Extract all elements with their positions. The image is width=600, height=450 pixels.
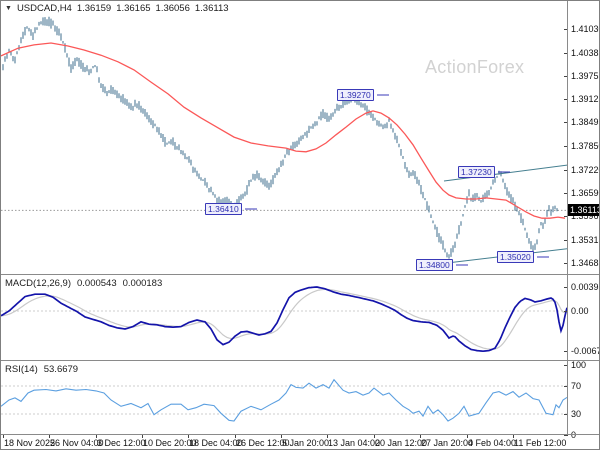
time-axis-tick xyxy=(327,434,328,438)
time-axis-label: 26 Dec 12:00 xyxy=(236,438,290,448)
time-axis-tick xyxy=(49,434,50,438)
price-callout[interactable]: 1.34800 xyxy=(416,259,453,271)
price-axis-tick xyxy=(564,76,568,77)
price-axis-tick xyxy=(564,216,568,217)
price-callout[interactable]: 1.36410 xyxy=(205,203,242,215)
price-callout[interactable]: 1.35020 xyxy=(497,251,534,263)
rsi-axis-label: 70 xyxy=(571,381,582,391)
time-axis-tick xyxy=(96,434,97,438)
macd-axis-label: -0.006737 xyxy=(571,346,599,356)
time-axis-tick xyxy=(3,434,4,438)
price-axis-label: 1.39755 xyxy=(571,71,599,81)
price-axis-label: 1.35960 xyxy=(571,211,599,221)
price-axis-label: 1.41030 xyxy=(571,24,599,34)
chart-title-bar: ▼ USDCAD,H4 1.36159 1.36165 1.36056 1.36… xyxy=(5,3,229,14)
price-axis-label: 1.37850 xyxy=(571,141,599,151)
symbol-period-label: USDCAD,H4 xyxy=(16,3,72,14)
time-axis-label: 18 Dec 04:00 xyxy=(189,438,243,448)
price-axis-tick xyxy=(564,263,568,264)
price-axis-tick xyxy=(564,122,568,123)
time-axis-tick xyxy=(513,434,514,438)
macd-axis-label: 0.00 xyxy=(571,306,589,316)
time-axis-tick xyxy=(188,434,189,438)
price-axis-tick xyxy=(564,170,568,171)
price-axis-label: 1.37220 xyxy=(571,165,599,175)
price-axis-label: 1.38495 xyxy=(571,117,599,127)
macd-axis-tick xyxy=(564,351,568,352)
panel-separator-rsi[interactable] xyxy=(1,360,599,361)
macd-axis-label: 0.003982 xyxy=(571,282,599,292)
time-axis-tick xyxy=(420,434,421,438)
time-axis-tick xyxy=(374,434,375,438)
price-axis-label: 1.40385 xyxy=(571,48,599,58)
current-price-box: 1.36113 xyxy=(568,204,600,216)
time-axis-label: 27 Jan 20:00 xyxy=(421,438,474,448)
time-axis-tick xyxy=(142,434,143,438)
time-axis-border xyxy=(1,434,599,435)
price-axis-tick xyxy=(564,53,568,54)
rsi-title: RSI(14) 53.6679 xyxy=(5,364,78,375)
ohlc-close: 1.36113 xyxy=(194,3,229,14)
time-axis-label: 4 Feb 04:00 xyxy=(468,438,517,448)
rsi-axis-tick xyxy=(564,365,568,366)
rsi-chart-canvas[interactable] xyxy=(1,361,567,434)
price-axis-label: 1.35315 xyxy=(571,235,599,245)
ohlc-high: 1.36165 xyxy=(116,3,151,14)
main-chart-canvas[interactable] xyxy=(1,1,567,274)
time-axis-label: 26 Nov 04:00 xyxy=(50,438,104,448)
macd-label: MACD(12,26,9) xyxy=(5,278,71,289)
macd-axis-tick xyxy=(564,287,568,288)
panel-separator-macd[interactable] xyxy=(1,274,599,275)
chevron-down-icon[interactable]: ▼ xyxy=(5,5,12,12)
price-axis-label: 1.36590 xyxy=(571,188,599,198)
macd-axis-tick xyxy=(564,311,568,312)
time-axis-tick xyxy=(235,434,236,438)
price-axis-tick xyxy=(564,146,568,147)
time-axis-label: 3 Dec 12:00 xyxy=(97,438,146,448)
time-axis-label: 13 Jan 04:00 xyxy=(328,438,381,448)
ohlc-open: 1.36159 xyxy=(76,3,112,14)
rsi-axis-label: 30 xyxy=(571,409,582,419)
watermark: ActionForex xyxy=(425,57,525,77)
time-axis-label: 20 Jan 12:00 xyxy=(375,438,428,448)
price-axis-tick xyxy=(564,193,568,194)
price-axis-label: 1.34685 xyxy=(571,258,599,268)
macd-chart-canvas[interactable] xyxy=(1,275,567,360)
time-axis-tick xyxy=(281,434,282,438)
rsi-value: 53.6679 xyxy=(43,364,79,375)
price-axis-label: 1.39125 xyxy=(571,94,599,104)
rsi-label: RSI(14) xyxy=(5,364,38,375)
price-axis-tick xyxy=(564,29,568,30)
time-axis-label: 11 Feb 12:00 xyxy=(514,438,567,448)
ohlc-low: 1.36056 xyxy=(155,3,190,14)
rsi-axis-tick xyxy=(564,435,568,436)
time-axis-tick xyxy=(467,434,468,438)
rsi-axis-tick xyxy=(564,386,568,387)
rsi-axis-label: 0 xyxy=(571,430,577,440)
macd-value-main: 0.000543 xyxy=(77,278,117,289)
rsi-axis-label: 100 xyxy=(571,360,587,370)
time-axis-label: 18 Nov 2025 xyxy=(4,438,56,448)
price-axis-tick xyxy=(564,99,568,100)
macd-value-signal: 0.000183 xyxy=(122,278,163,289)
macd-title: MACD(12,26,9) 0.000543 0.000183 xyxy=(5,278,162,289)
price-callout[interactable]: 1.37230 xyxy=(458,166,495,178)
price-axis-border xyxy=(567,1,568,434)
time-axis-label: 10 Dec 20:00 xyxy=(143,438,197,448)
rsi-axis-tick xyxy=(564,414,568,415)
price-callout[interactable]: 1.39270 xyxy=(337,89,374,101)
time-axis-label: 5 Jan 20:00 xyxy=(282,438,330,448)
price-axis-tick xyxy=(564,240,568,241)
